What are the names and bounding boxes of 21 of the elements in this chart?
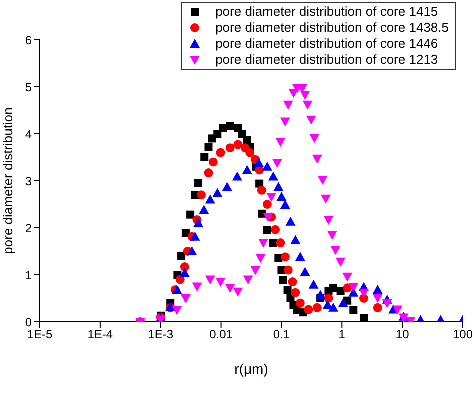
- x-tick-label: 1E-3: [148, 328, 174, 342]
- x-tick-label: 0.01: [210, 328, 234, 342]
- y-tick-label: 3: [25, 174, 32, 188]
- y-axis-title: pore diameter distribution: [0, 108, 16, 254]
- legend-label: pore diameter distribution of core 1415: [216, 4, 438, 20]
- y-tick-label: 2: [25, 221, 32, 236]
- x-tick-label: 1E-4: [88, 328, 114, 342]
- x-tick-label: 100: [452, 328, 474, 342]
- y-tick-label: 6: [25, 33, 32, 48]
- x-tick-label: 10: [396, 328, 410, 342]
- x-tick-label: 1: [338, 328, 346, 342]
- legend-label: pore diameter distribution of core 1446: [216, 36, 438, 52]
- legend-label: pore diameter distribution of core 1438.5: [216, 20, 449, 36]
- x-axis-title: r(μm): [234, 361, 268, 377]
- x-tick-label: 1E-5: [27, 328, 53, 342]
- x-tick-label: 0.1: [273, 328, 290, 342]
- y-tick-label: 0: [25, 315, 32, 330]
- y-tick-label: 5: [25, 80, 32, 94]
- legend-label: pore diameter distribution of core 1213: [216, 52, 438, 68]
- y-tick-label: 4: [25, 127, 32, 142]
- y-tick-label: 1: [25, 268, 32, 282]
